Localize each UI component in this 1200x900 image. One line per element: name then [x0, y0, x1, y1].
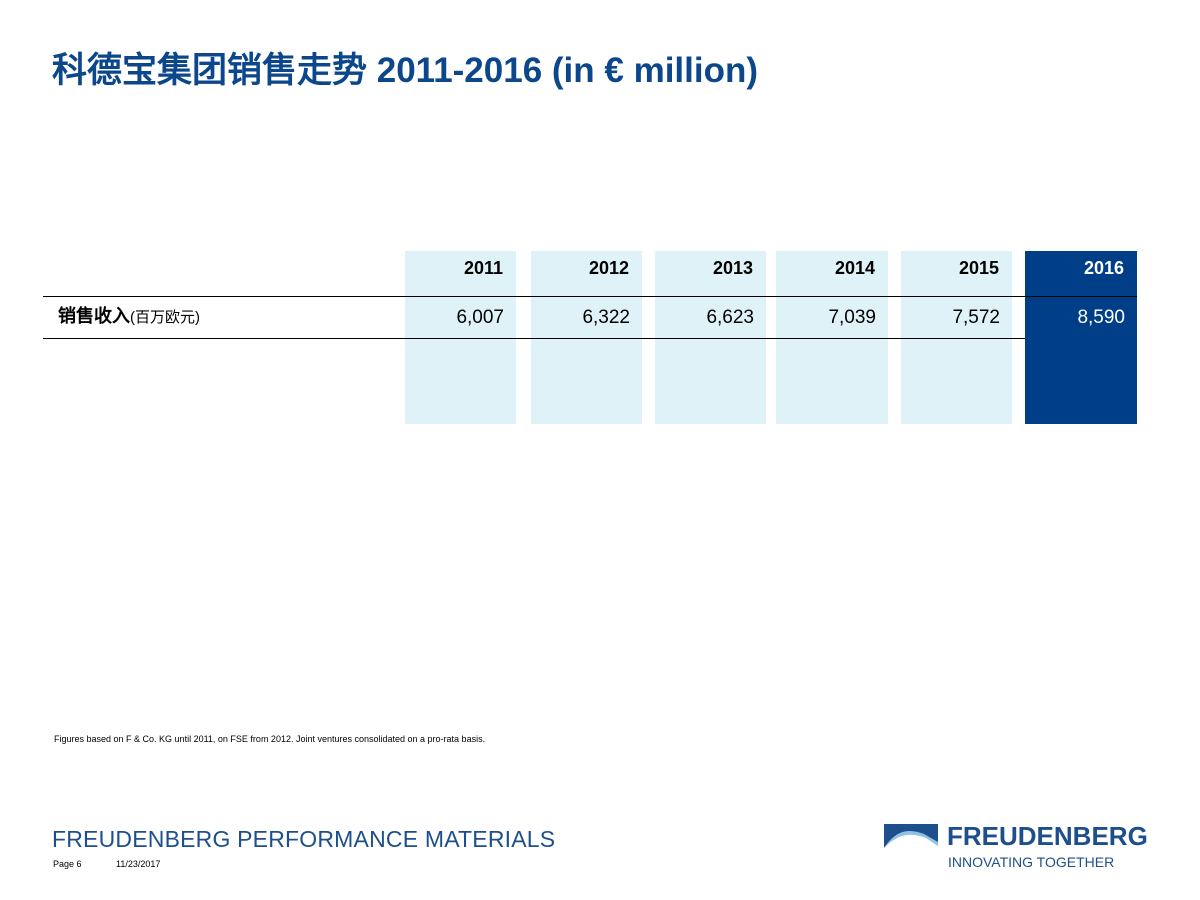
- column-bg: [901, 251, 1012, 424]
- row-label-text: 销售收入: [58, 306, 130, 326]
- rule: [43, 338, 1025, 339]
- column-bg: [1025, 251, 1137, 424]
- column-header: 2015: [958, 258, 999, 278]
- column-bg: [405, 251, 516, 424]
- row-label: 销售收入(百万欧元): [58, 302, 200, 328]
- cell-value: 6,623: [706, 307, 754, 328]
- logo-icon: [884, 824, 938, 848]
- slogan: INNOVATING TOGETHER: [948, 854, 1115, 870]
- cell-value: 7,572: [952, 307, 1000, 328]
- slide-title: 科德宝集团销售走势 2011-2016 (in € million): [52, 51, 758, 90]
- cell-value: 6,007: [456, 307, 504, 328]
- brand: FREUDENBERG: [947, 821, 1148, 851]
- column-bg: [655, 251, 766, 424]
- cell-value: 7,039: [828, 307, 876, 328]
- page-number: Page 6: [53, 859, 82, 869]
- date: 11/23/2017: [116, 859, 161, 869]
- footnote: Figures based on F & Co. KG until 2011, …: [54, 734, 486, 744]
- division: FREUDENBERG PERFORMANCE MATERIALS: [52, 826, 556, 852]
- column-header: 2013: [712, 258, 753, 278]
- cell-value: 6,322: [582, 307, 630, 328]
- column-header: 2016: [1083, 258, 1124, 278]
- column-header: 2012: [588, 258, 629, 278]
- row-unit: (百万欧元): [130, 309, 200, 326]
- column-bg: [776, 251, 888, 424]
- column-header: 2011: [463, 258, 503, 278]
- cell-value: 8,590: [1077, 307, 1125, 328]
- column-bg: [531, 251, 642, 424]
- column-header: 2014: [834, 258, 875, 278]
- rule: [43, 296, 1137, 297]
